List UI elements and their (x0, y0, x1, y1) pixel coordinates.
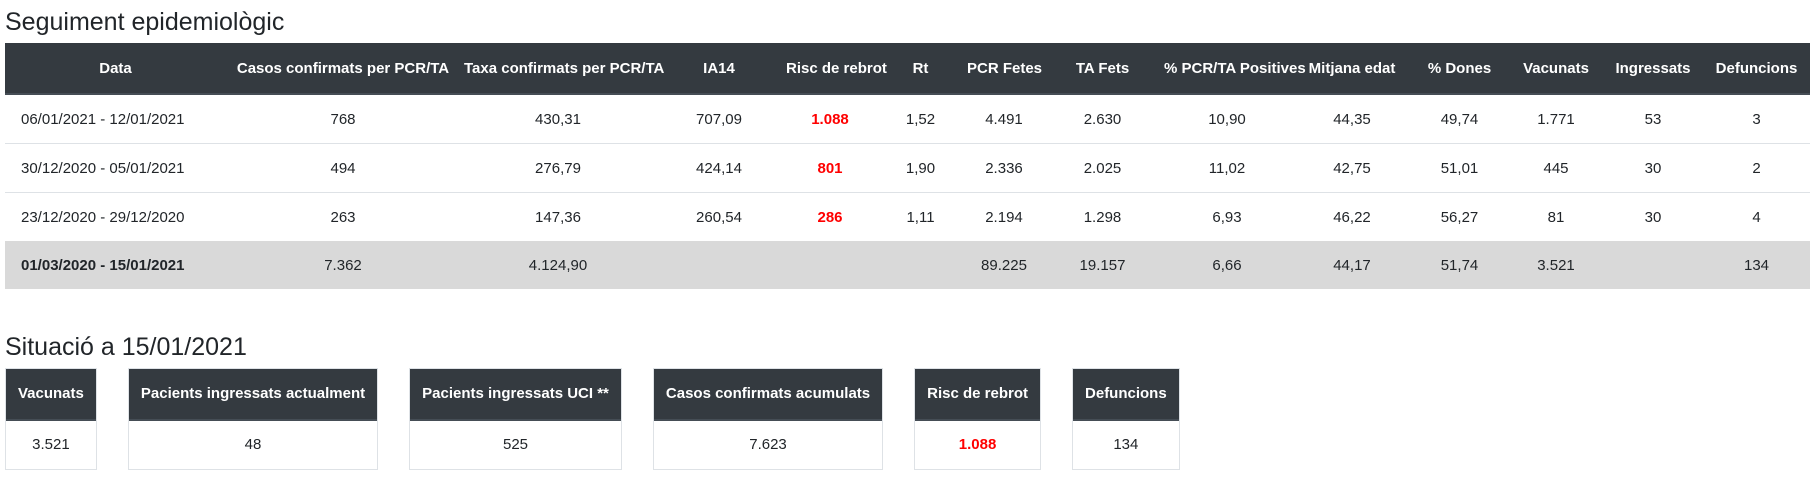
table-cell: 424,14 (656, 143, 782, 193)
table-cell: 134 (1703, 241, 1810, 289)
table-cell: 2.630 (1045, 93, 1160, 144)
card-value: 525 (503, 436, 529, 453)
table-row: 06/01/2021 - 12/01/2021 768 430,31 707,09 1.… (5, 93, 1810, 144)
column-header: Ingressats (1603, 43, 1703, 95)
card-label: Defuncions (1073, 369, 1179, 421)
table-cell: 30/12/2020 - 05/01/2021 (5, 143, 226, 193)
table-cell: 23/12/2020 - 29/12/2020 (5, 192, 226, 241)
table-cell: 6,66 (1160, 241, 1294, 289)
card-value: 48 (244, 436, 262, 453)
column-header: Rt (878, 43, 963, 95)
table-cell: 81 (1509, 192, 1603, 241)
column-header: Mitjana edat (1294, 43, 1410, 95)
table-cell: 51,01 (1410, 143, 1509, 193)
summary-card: Pacients ingressats actualment 48 (127, 368, 379, 470)
table-cell: 7.362 (226, 241, 460, 289)
summary-cards: Vacunats 3.521 Pacients ingressats actualm… (5, 368, 1810, 470)
column-header: Defuncions (1703, 43, 1810, 95)
card-label: Pacients ingressats UCI ** (410, 369, 621, 421)
table-cell (782, 241, 878, 289)
table-cell: 2.025 (1045, 143, 1160, 193)
column-header: Taxa confirmats per PCR/TA (460, 43, 664, 95)
column-header: % Dones (1410, 43, 1509, 95)
table-cell: 44,35 (1294, 93, 1410, 144)
table-cell: 30 (1603, 192, 1703, 241)
table-cell: 2.336 (963, 143, 1045, 193)
table-cell: 430,31 (460, 93, 656, 144)
table-cell: 1.771 (1509, 93, 1603, 144)
column-header: PCR Fetes (963, 43, 1045, 95)
table-cell: 10,90 (1160, 93, 1294, 144)
column-header: % PCR/TA Positives (1160, 43, 1306, 95)
table-cell: 19.157 (1045, 241, 1160, 289)
table-row: 30/12/2020 - 05/01/2021 494 276,79 424,14 80… (5, 143, 1810, 193)
card-label: Pacients ingressats actualment (128, 369, 378, 421)
summary-card: Pacients ingressats UCI ** 525 (409, 368, 622, 470)
table-cell: 3.521 (1509, 241, 1603, 289)
column-header: TA Fets (1045, 43, 1160, 95)
card-value: 134 (1113, 436, 1139, 453)
table-cell (1603, 241, 1703, 289)
total-row: 01/03/2020 - 15/01/2021 7.362 4.124,90 89.2… (5, 241, 1810, 289)
column-header: Casos confirmats per PCR/TA (226, 43, 460, 95)
table-cell: 707,09 (656, 93, 782, 144)
table-cell: 260,54 (656, 192, 782, 241)
table-cell: 49,74 (1410, 93, 1509, 144)
table-cell: 44,17 (1294, 241, 1410, 289)
card-label: Risc de rebrot (915, 369, 1041, 421)
column-header: Risc de rebrot (782, 43, 887, 95)
epidemiological-table: Data Casos confirmats per PCR/TA Taxa conf… (5, 43, 1810, 289)
table-cell: 494 (226, 143, 460, 193)
card-value: 7.623 (749, 436, 787, 453)
table-cell: 263 (226, 192, 460, 241)
card-label: Casos confirmats acumulats (653, 369, 883, 421)
table-cell: 276,79 (460, 143, 656, 193)
section-title-situacio: Situació a 15/01/2021 (5, 333, 247, 361)
summary-card: Casos confirmats acumulats 7.623 (652, 368, 884, 470)
table-cell: 1,11 (878, 192, 963, 241)
table-cell: 1,52 (878, 93, 963, 144)
summary-card: Defuncions 134 (1072, 368, 1180, 470)
table-cell: 4 (1703, 192, 1810, 241)
table-cell: 11,02 (1160, 143, 1294, 193)
table-cell: 01/03/2020 - 15/01/2021 (5, 241, 226, 289)
table-cell: 42,75 (1294, 143, 1410, 193)
summary-card: Vacunats 3.521 (5, 368, 97, 470)
table-cell: 801 (782, 143, 878, 193)
table-row: 23/12/2020 - 29/12/2020 263 147,36 260,54 28… (5, 192, 1810, 241)
summary-card: Risc de rebrot 1.088 (914, 368, 1042, 470)
table-cell: 1.298 (1045, 192, 1160, 241)
table-cell: 6,93 (1160, 192, 1294, 241)
table-cell: 768 (226, 93, 460, 144)
column-header: Data (5, 43, 226, 95)
card-value: 1.088 (958, 436, 997, 453)
table-cell: 4.124,90 (460, 241, 656, 289)
table-header-row: Data Casos confirmats per PCR/TA Taxa conf… (5, 43, 1810, 95)
table-cell: 53 (1603, 93, 1703, 144)
table-cell (656, 241, 782, 289)
table-cell: 30 (1603, 143, 1703, 193)
table-cell: 3 (1703, 93, 1810, 144)
table-cell: 1.088 (782, 93, 878, 144)
column-header: Vacunats (1509, 43, 1603, 95)
table-cell (878, 241, 963, 289)
table-cell: 4.491 (963, 93, 1045, 144)
table-cell: 89.225 (963, 241, 1045, 289)
card-label: Vacunats (6, 369, 96, 421)
table-cell: 147,36 (460, 192, 656, 241)
table-cell: 06/01/2021 - 12/01/2021 (5, 93, 226, 144)
section-title-seguiment: Seguiment epidemiològic (5, 8, 285, 36)
table-cell: 1,90 (878, 143, 963, 193)
table-cell: 2 (1703, 143, 1810, 193)
table-cell: 51,74 (1410, 241, 1509, 289)
table-cell: 46,22 (1294, 192, 1410, 241)
table-cell: 445 (1509, 143, 1603, 193)
table-cell: 2.194 (963, 192, 1045, 241)
table-cell: 56,27 (1410, 192, 1509, 241)
table-cell: 286 (782, 192, 878, 241)
card-value: 3.521 (32, 436, 70, 453)
column-header: IA14 (656, 43, 782, 95)
